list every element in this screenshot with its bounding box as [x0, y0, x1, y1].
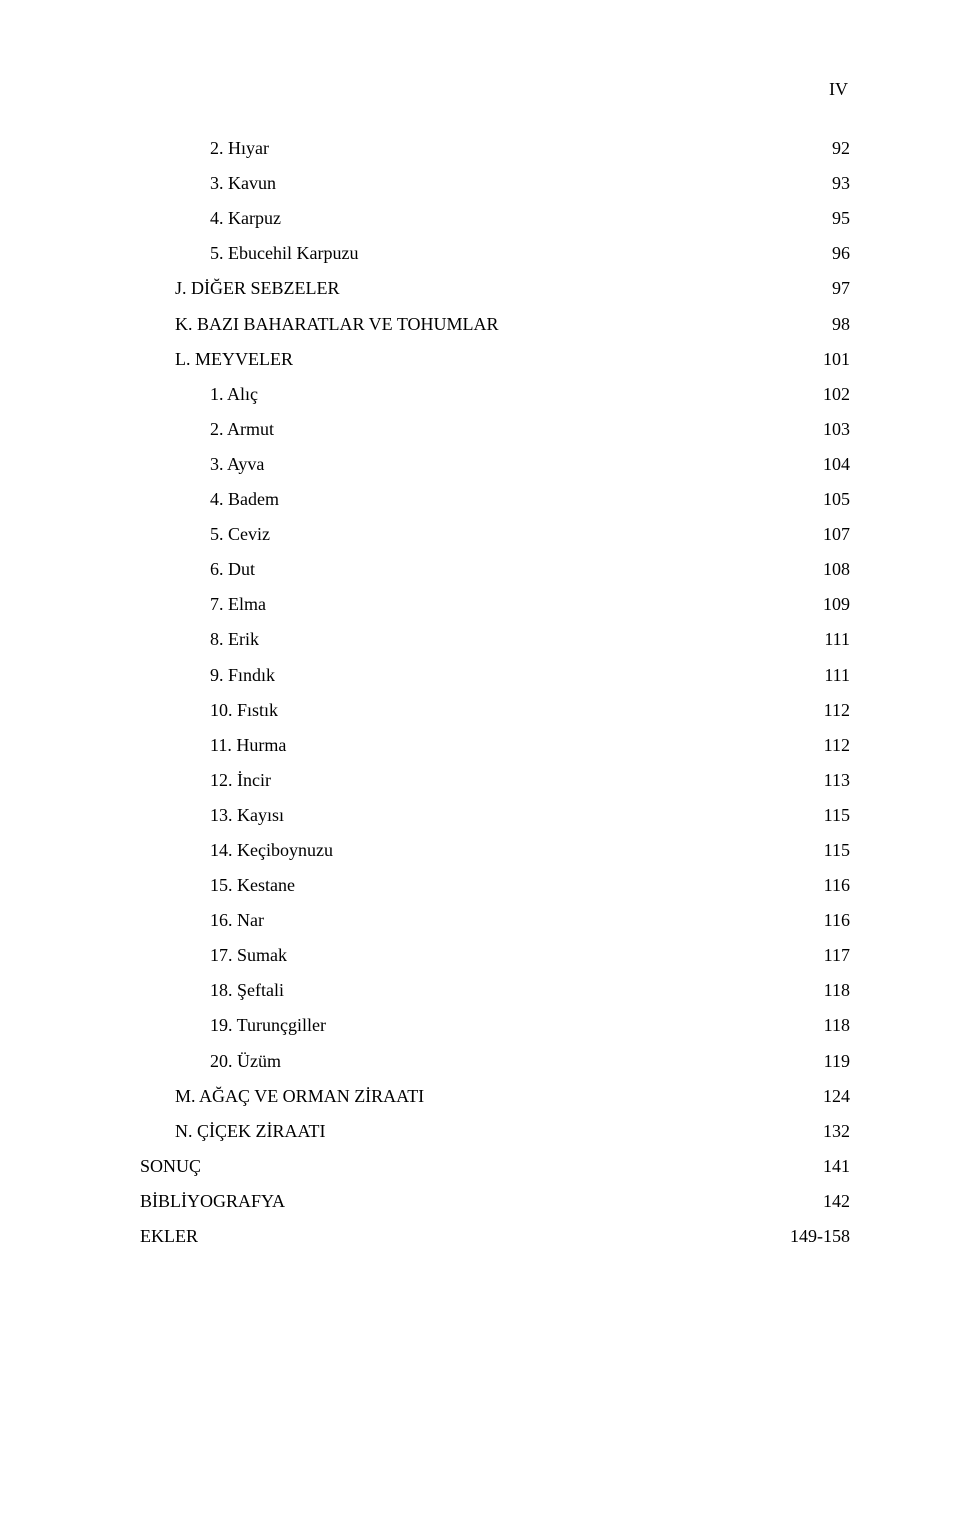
toc-entry-label: 18. Şeftali	[210, 973, 284, 1008]
toc-entry: 16. Nar 116	[140, 903, 850, 938]
toc-entry: 10. Fıstık 112	[140, 693, 850, 728]
toc-entry-page: 119	[824, 1044, 850, 1079]
toc-entry-label: EKLER	[140, 1219, 198, 1254]
toc-entry-label: 16. Nar	[210, 903, 264, 938]
toc-entry: 18. Şeftali 118	[140, 973, 850, 1008]
toc-entry-page: 113	[824, 763, 850, 798]
toc-entry-label: K. BAZI BAHARATLAR VE TOHUMLAR	[175, 307, 499, 342]
toc-entry: 4. Karpuz 95	[140, 201, 850, 236]
toc-entry: 7. Elma 109	[140, 587, 850, 622]
toc-entry-label: 5. Ebucehil Karpuzu	[210, 236, 358, 271]
toc-entry-page: 101	[823, 342, 850, 377]
toc-entry-label: 2. Hıyar	[210, 131, 269, 166]
toc-entry: 11. Hurma 112	[140, 728, 850, 763]
toc-entry: 19. Turunçgiller 118	[140, 1008, 850, 1043]
toc-entry-label: 8. Erik	[210, 622, 259, 657]
toc-entry-label: 1. Alıç	[210, 377, 258, 412]
toc-entry: 3. Kavun 93	[140, 166, 850, 201]
toc-entry: M. AĞAÇ VE ORMAN ZİRAATI 124	[140, 1079, 850, 1114]
toc-entry-page: 118	[824, 973, 850, 1008]
toc-entry: BİBLİYOGRAFYA 142	[140, 1184, 850, 1219]
toc-entry-page: 142	[823, 1184, 850, 1219]
toc-entry: 2. Hıyar 92	[140, 131, 850, 166]
toc-entry: 5. Ceviz 107	[140, 517, 850, 552]
toc-entry-page: 149-158	[790, 1219, 850, 1254]
toc-entry-label: 20. Üzüm	[210, 1044, 281, 1079]
toc-entry-page: 111	[824, 658, 850, 693]
toc-entry-label: 3. Ayva	[210, 447, 264, 482]
toc-entry-page: 112	[824, 728, 850, 763]
toc-entry-label: 17. Sumak	[210, 938, 287, 973]
table-of-contents: 2. Hıyar923. Kavun934. Karpuz955. Ebuceh…	[140, 131, 850, 1254]
toc-entry: J. DİĞER SEBZELER 97	[140, 271, 850, 306]
toc-entry: 14. Keçiboynuzu 115	[140, 833, 850, 868]
toc-entry: 4. Badem 105	[140, 482, 850, 517]
toc-entry: 8. Erik 111	[140, 622, 850, 657]
toc-entry-label: SONUÇ	[140, 1149, 201, 1184]
toc-entry-label: 5. Ceviz	[210, 517, 270, 552]
toc-entry-label: 7. Elma	[210, 587, 266, 622]
toc-entry-label: J. DİĞER SEBZELER	[175, 271, 340, 306]
toc-entry: EKLER 149-158	[140, 1219, 850, 1254]
toc-entry-label: 12. İncir	[210, 763, 271, 798]
toc-entry: 13. Kayısı 115	[140, 798, 850, 833]
toc-entry-label: 4. Karpuz	[210, 201, 281, 236]
toc-entry-page: 104	[823, 447, 850, 482]
toc-entry: 5. Ebucehil Karpuzu 96	[140, 236, 850, 271]
toc-entry-label: 9. Fındık	[210, 658, 275, 693]
toc-entry-page: 115	[824, 833, 850, 868]
toc-entry: 15. Kestane 116	[140, 868, 850, 903]
toc-entry: SONUÇ 141	[140, 1149, 850, 1184]
toc-entry-label: 6. Dut	[210, 552, 255, 587]
toc-entry-page: 141	[823, 1149, 850, 1184]
toc-entry-page: 115	[824, 798, 850, 833]
toc-entry-page: 116	[824, 868, 850, 903]
toc-entry: 20. Üzüm 119	[140, 1044, 850, 1079]
toc-entry-label: 3. Kavun	[210, 166, 276, 201]
toc-entry-page: 92	[832, 131, 850, 166]
toc-entry-page: 118	[824, 1008, 850, 1043]
toc-entry-page: 132	[823, 1114, 850, 1149]
toc-entry-label: 10. Fıstık	[210, 693, 278, 728]
toc-entry: 2. Armut 103	[140, 412, 850, 447]
toc-entry-page: 107	[823, 517, 850, 552]
toc-entry: K. BAZI BAHARATLAR VE TOHUMLAR 98	[140, 307, 850, 342]
toc-entry-label: 4. Badem	[210, 482, 279, 517]
toc-entry: 3. Ayva 104	[140, 447, 850, 482]
toc-entry-page: 109	[823, 587, 850, 622]
toc-entry-label: 2. Armut	[210, 412, 274, 447]
toc-entry-page: 124	[823, 1079, 850, 1114]
toc-entry-page: 98	[832, 307, 850, 342]
toc-entry: N. ÇİÇEK ZİRAATI 132	[140, 1114, 850, 1149]
toc-entry-page: 95	[832, 201, 850, 236]
page-number: IV	[140, 72, 850, 107]
toc-entry-label: 15. Kestane	[210, 868, 295, 903]
toc-entry-label: M. AĞAÇ VE ORMAN ZİRAATI	[175, 1079, 424, 1114]
toc-entry: 1. Alıç 102	[140, 377, 850, 412]
toc-entry: 12. İncir 113	[140, 763, 850, 798]
toc-entry-page: 96	[832, 236, 850, 271]
toc-entry-label: 19. Turunçgiller	[210, 1008, 326, 1043]
toc-entry-page: 102	[823, 377, 850, 412]
toc-entry: 17. Sumak 117	[140, 938, 850, 973]
toc-entry-label: BİBLİYOGRAFYA	[140, 1184, 285, 1219]
toc-entry-label: L. MEYVELER	[175, 342, 293, 377]
toc-entry-page: 117	[824, 938, 850, 973]
toc-entry-page: 97	[832, 271, 850, 306]
toc-entry-page: 103	[823, 412, 850, 447]
toc-entry-label: 11. Hurma	[210, 728, 286, 763]
toc-entry: 9. Fındık 111	[140, 658, 850, 693]
toc-entry-label: N. ÇİÇEK ZİRAATI	[175, 1114, 326, 1149]
toc-entry-page: 111	[824, 622, 850, 657]
toc-entry-label: 13. Kayısı	[210, 798, 284, 833]
toc-entry-page: 105	[823, 482, 850, 517]
toc-entry-page: 108	[823, 552, 850, 587]
toc-entry-page: 116	[824, 903, 850, 938]
toc-entry: 6. Dut 108	[140, 552, 850, 587]
toc-entry: L. MEYVELER 101	[140, 342, 850, 377]
toc-entry-label: 14. Keçiboynuzu	[210, 833, 333, 868]
toc-entry-page: 112	[824, 693, 850, 728]
toc-entry-page: 93	[832, 166, 850, 201]
